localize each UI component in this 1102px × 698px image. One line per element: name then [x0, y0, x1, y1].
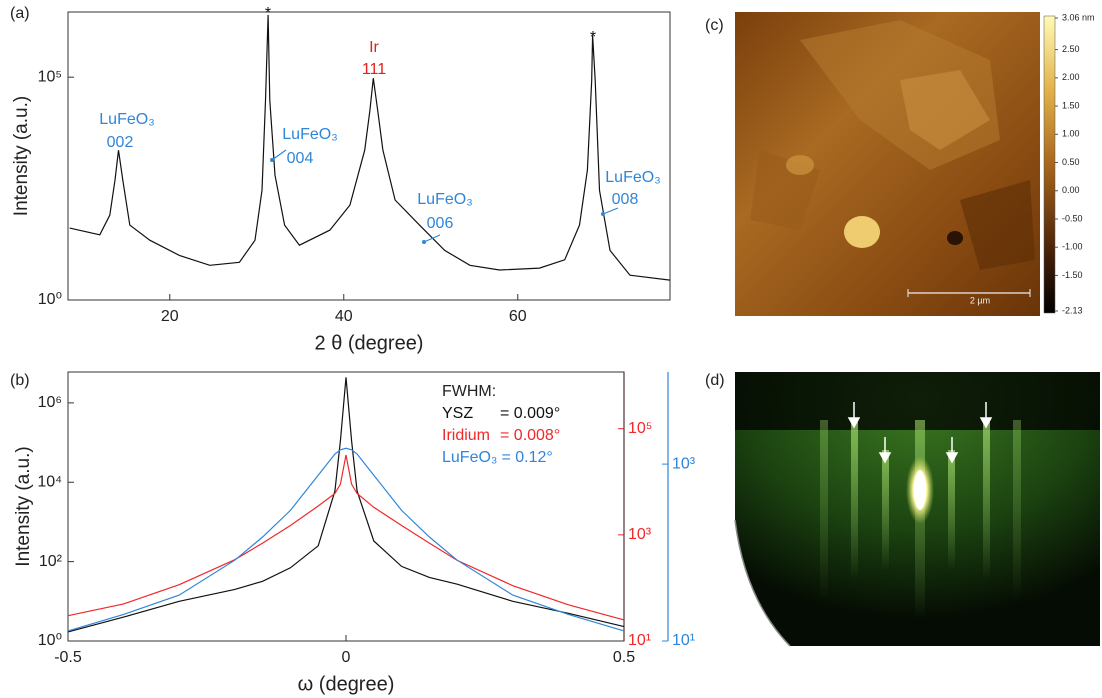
y-tick-label: 10⁶: [38, 394, 62, 411]
colorbar-tick-label: 3.06 nm: [1062, 12, 1095, 22]
annotation-arrow-head: [270, 158, 274, 162]
y-tick-label: 10⁰: [38, 632, 62, 649]
plot-frame: [67, 371, 625, 642]
colorbar-tick-label: -0.50: [1062, 213, 1083, 223]
panel-label: (a): [10, 5, 30, 22]
annotation-arrow-head: [601, 212, 605, 216]
rheed-image: [735, 372, 1100, 646]
y-axis-label: Intensity (a.u.): [13, 446, 34, 566]
scale-bar-label: 2 µm: [970, 295, 990, 305]
x-tick-label: 60: [509, 308, 527, 325]
annotation: LuFeO₃: [605, 169, 660, 186]
legend-name: Iridium: [442, 427, 490, 444]
x-tick-label: 20: [161, 308, 179, 325]
colorbar-tick-label: 1.50: [1062, 100, 1080, 110]
annotation-arrow: [423, 234, 441, 243]
annotation: LuFeO₃: [99, 111, 154, 128]
data-line: [67, 454, 625, 621]
x-axis-label: ω (degree): [298, 673, 395, 695]
y2-tick-label: 10¹: [628, 632, 651, 649]
rheed-arrows: [847, 402, 993, 464]
colorbar-tick-label: -1.50: [1062, 270, 1083, 280]
rheed-edge: [734, 519, 791, 647]
legend-name: YSZ: [442, 405, 473, 422]
panel-label: (b): [10, 372, 30, 389]
y-tick-label: 10⁵: [38, 68, 62, 85]
y-tick-label: 10⁴: [37, 473, 62, 490]
y-axis-label: Intensity (a.u.): [11, 96, 32, 216]
panel-label: (d): [705, 372, 725, 389]
colorbar-tick-label: -1.00: [1062, 242, 1083, 252]
x-tick-label: 0: [342, 649, 351, 666]
y3-tick-label: 10³: [672, 455, 696, 472]
colorbar-tick-label: 2.50: [1062, 44, 1080, 54]
annotation: LuFeO₃: [417, 191, 472, 208]
annotation-arrow: [271, 149, 287, 161]
colorbar-tick-label: 0.50: [1062, 157, 1080, 167]
colorbar-tick-label: 0.00: [1062, 185, 1080, 195]
y-tick-label: 10⁰: [38, 291, 62, 308]
data-line: [67, 447, 625, 632]
legend-fwhm: = 0.008°: [500, 427, 560, 444]
y2-tick-label: 10⁵: [628, 420, 652, 437]
x-tick-label: -0.5: [54, 649, 82, 666]
annotation-arrow: [602, 207, 619, 215]
x-tick-label: 40: [335, 308, 353, 325]
annotation: 111: [362, 61, 386, 78]
annotation: 002: [107, 134, 134, 151]
afm-image: [735, 12, 1056, 316]
annotation-arrow-head: [422, 240, 426, 244]
y-tick-label: 10²: [39, 553, 63, 570]
annotation: *: [265, 5, 271, 22]
y3-tick-label: 10¹: [672, 632, 695, 649]
legend-title: FWHM:: [442, 383, 496, 400]
colorbar-tick-label: -2.13: [1062, 305, 1083, 315]
colorbar-tick-label: 2.00: [1062, 72, 1080, 82]
annotation: *: [590, 29, 596, 46]
annotation: Ir: [369, 39, 379, 56]
data-line: [69, 14, 671, 281]
colorbar-tick-label: 1.00: [1062, 129, 1080, 139]
annotation: 004: [287, 150, 314, 167]
legend-fwhm: = 0.12°: [501, 449, 552, 466]
legend-fwhm: = 0.009°: [500, 405, 560, 422]
legend-name: LuFeO₃: [442, 449, 497, 466]
y2-tick-label: 10³: [628, 526, 652, 543]
panel-label: (c): [705, 17, 724, 34]
annotation: LuFeO₃: [282, 126, 337, 143]
x-axis-label: 2 θ (degree): [315, 332, 424, 354]
data-line: [67, 377, 625, 633]
annotation: 006: [427, 215, 454, 232]
annotation: 008: [612, 191, 639, 208]
plot-frame: [67, 11, 671, 301]
x-tick-label: 0.5: [613, 649, 635, 666]
